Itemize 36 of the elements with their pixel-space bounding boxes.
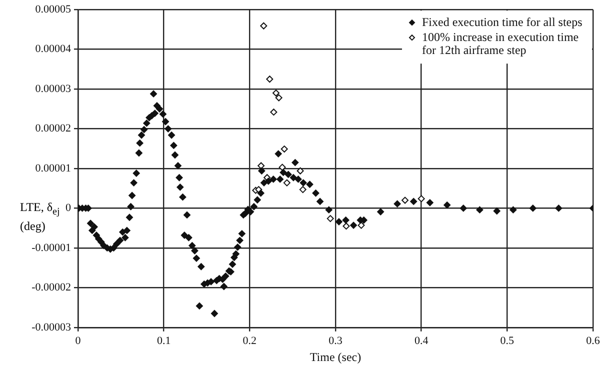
point [272, 90, 280, 97]
x-axis-title: Time (sec) [310, 350, 362, 364]
point [358, 222, 365, 229]
x-tick-label: 0.1 [156, 334, 171, 347]
y-tick-label: -0.00002 [32, 282, 71, 294]
point [258, 162, 265, 170]
x-tick-label: 0.5 [500, 334, 515, 347]
point [342, 222, 350, 230]
point [402, 196, 409, 204]
y-tick-label: 0.00003 [35, 82, 72, 95]
x-tick-label: 0.6 [586, 334, 600, 347]
y-tick-label: 0.00001 [35, 162, 71, 174]
point [270, 108, 278, 116]
x-tick-label: 0.2 [242, 334, 257, 347]
y-tick-label: 0.00004 [35, 43, 72, 56]
y-tick-label: 0.00005 [35, 3, 72, 16]
point [299, 186, 306, 194]
point [280, 146, 288, 153]
y-axis-title: LTE, δ$_{ej}$ (deg) [20, 200, 64, 234]
point [296, 167, 304, 174]
y-tick-label: 0.00002 [35, 122, 71, 135]
point [278, 164, 286, 171]
y-tick-label: 0 [66, 202, 72, 214]
y-tick-label: -0.00001 [32, 242, 71, 254]
point [283, 179, 290, 186]
point [418, 195, 425, 202]
y-tick-label: -0.00003 [32, 321, 72, 334]
point [275, 94, 282, 102]
point [260, 22, 268, 30]
x-tick-label: 0 [75, 334, 82, 347]
legend-label: 100% increase in execution time for 12th airframe step [422, 30, 579, 57]
legend-label: Fixed execution time for all steps [422, 14, 583, 29]
x-tick-label: 0.4 [414, 334, 429, 347]
point [266, 76, 274, 83]
x-tick-label: 0.3 [328, 334, 343, 347]
point [326, 215, 334, 222]
